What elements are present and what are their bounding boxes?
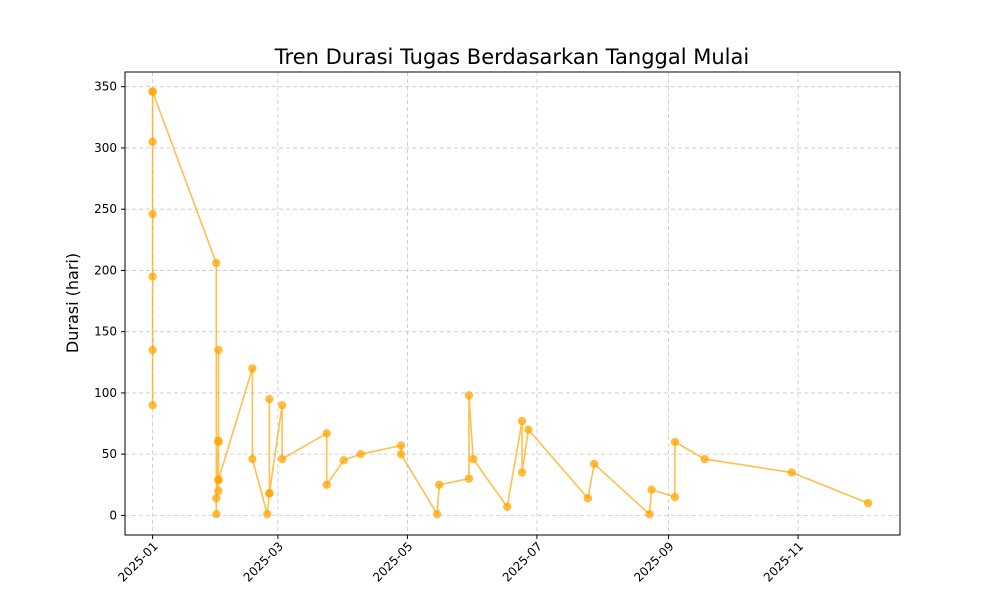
data-point [583,494,593,503]
data-point [356,449,365,459]
x-tick-label: 2025-07 [500,539,545,584]
data-point [700,454,709,464]
data-point [432,509,442,519]
y-tick-label: 200 [94,263,117,277]
data-point [212,494,221,503]
plot-frame [124,71,901,536]
y-tick-label: 250 [94,202,117,216]
y-tick-label: 100 [94,386,117,400]
data-point [396,449,406,459]
data-point [863,498,873,508]
y-tick-label: 150 [94,325,117,339]
data-point [517,468,527,477]
y-tick-label: 350 [94,80,117,94]
data-point [502,502,512,512]
data-point [647,485,656,494]
data-point [214,345,223,355]
y-tick-label: 50 [102,447,117,461]
x-tick-label: 2025-09 [631,539,676,584]
x-tick-label: 2025-03 [241,539,286,584]
data-point [265,489,274,498]
grid [125,72,900,535]
data-point [277,400,287,410]
data-point [263,509,272,519]
data-point [322,480,331,489]
data-point [464,474,474,483]
data-point [148,209,157,219]
data-point [322,429,331,438]
y-tick-label: 300 [94,141,117,155]
data-point [524,425,533,434]
y-tick-label: 0 [109,508,117,522]
data-point [517,416,527,426]
data-point [212,258,221,268]
series-layer [148,87,873,519]
data-point [265,394,274,404]
chart-title: Tren Durasi Tugas Berdasarkan Tanggal Mu… [274,45,749,69]
data-point [214,437,223,447]
series-line [151,91,869,517]
tick-labels: 0 50 100 150 200 250 300 350 2025-01 2025-03 2025-… [94,80,806,585]
data-point [148,87,157,96]
data-point [277,454,287,464]
data-point [148,272,157,281]
data-point [396,441,406,450]
x-tick-label: 2025-11 [761,539,806,584]
axes [121,71,901,539]
data-point [670,437,680,447]
data-point [214,486,223,496]
data-point [148,400,157,410]
data-point [148,137,157,147]
data-point [469,454,478,464]
x-tick-label: 2025-01 [115,539,160,584]
data-point [339,456,348,465]
data-point [435,480,444,489]
data-point [645,509,654,519]
data-point [248,364,257,373]
data-point [787,468,796,477]
data-point [248,454,257,464]
y-axis-label: Durasi (hari) [63,253,82,353]
data-point [670,492,680,502]
data-point [464,391,474,400]
data-point [212,509,221,519]
x-tick-label: 2025-05 [370,539,415,584]
data-point [590,459,599,469]
data-point [148,345,157,355]
data-point [214,475,223,485]
